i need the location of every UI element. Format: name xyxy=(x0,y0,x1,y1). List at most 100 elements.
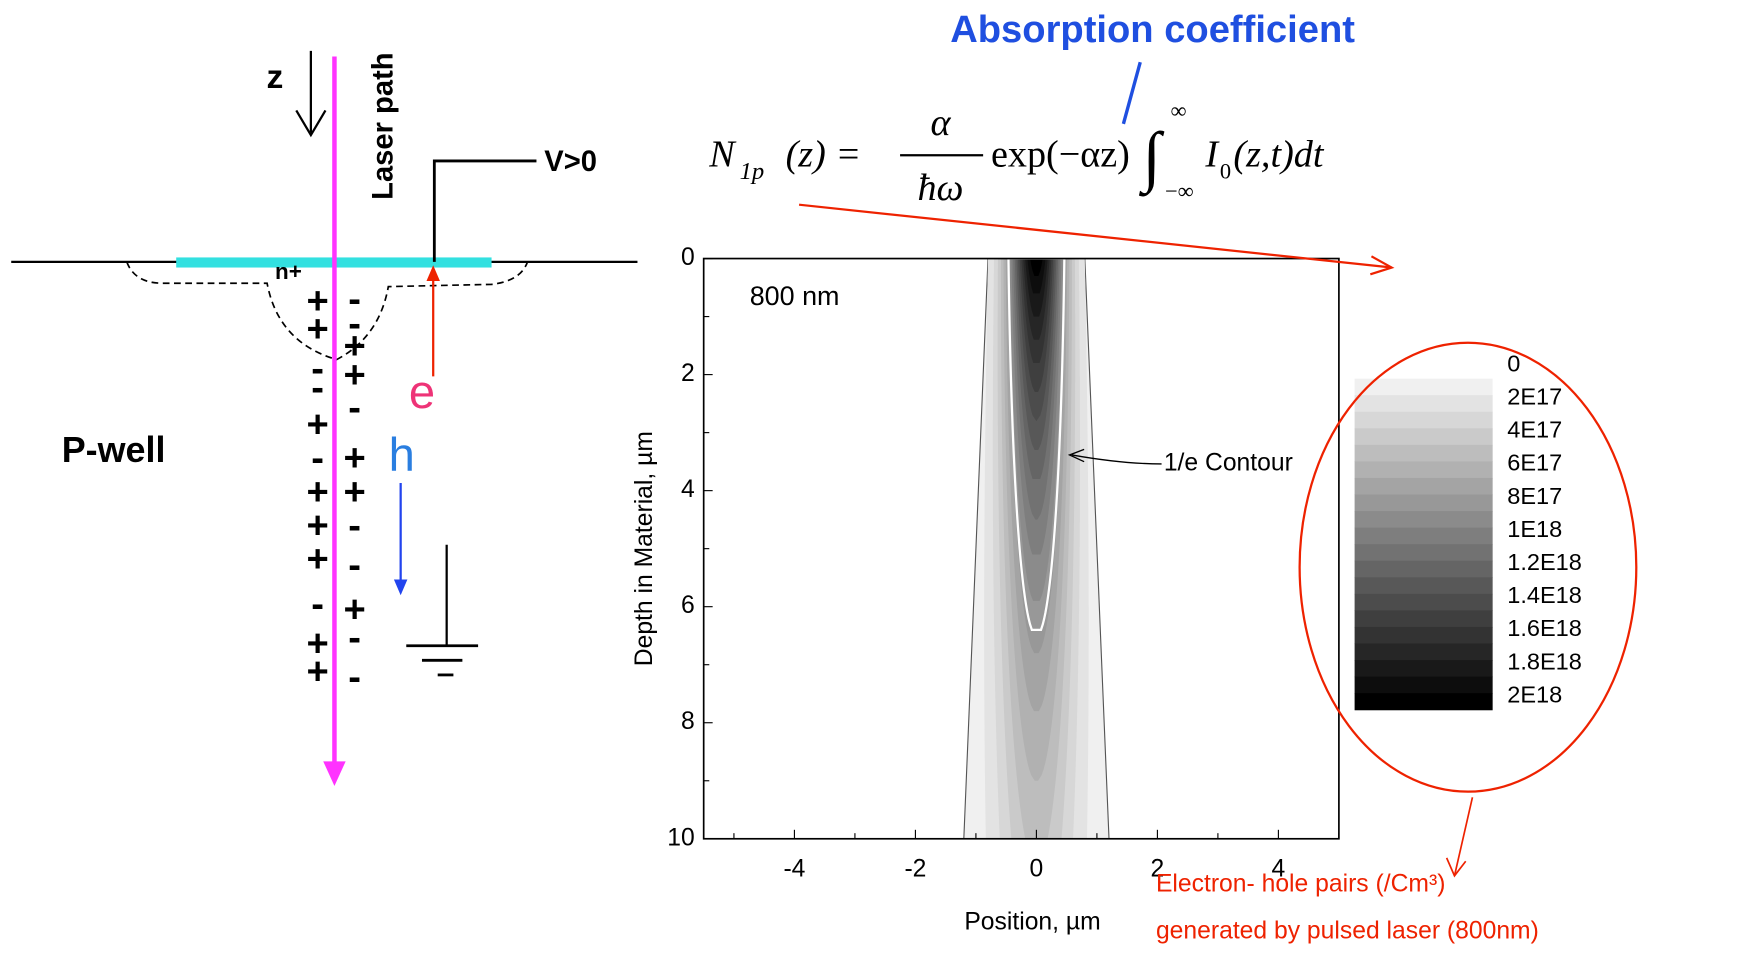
eq-denominator: ħω xyxy=(917,167,963,209)
electron-arrow-head xyxy=(426,265,440,281)
annotation: 800 nm xyxy=(750,281,840,311)
colorbar-band xyxy=(1354,626,1493,645)
x-tick-label: -4 xyxy=(783,856,805,883)
highlight-ellipse xyxy=(1298,341,1638,793)
y-tick-label: 0 xyxy=(681,244,695,271)
colorbar-band xyxy=(1354,693,1493,711)
eq-exp: exp(−αz) xyxy=(991,133,1130,175)
colorbar-band xyxy=(1354,676,1493,694)
title-pointer xyxy=(1121,61,1142,125)
equation-title: Absorption coefficient xyxy=(950,8,1355,51)
contour-line xyxy=(1007,257,1066,632)
eq-lower: −∞ xyxy=(1165,179,1194,204)
colorbar-label: 2E18 xyxy=(1507,681,1562,707)
colorbar-band xyxy=(1354,660,1493,678)
colorbar-label: 8E17 xyxy=(1507,483,1562,509)
charge: + xyxy=(306,403,328,446)
charge: - xyxy=(348,616,361,659)
contact-wire xyxy=(432,159,537,262)
caption-line: Electron- hole pairs (/Cm³) xyxy=(1156,870,1445,897)
charge: + xyxy=(306,650,328,693)
colorbar-label: 2E17 xyxy=(1507,383,1562,409)
charge: + xyxy=(306,470,328,513)
electron-label: e xyxy=(409,365,435,418)
charge: - xyxy=(348,504,361,547)
charge: - xyxy=(348,386,361,429)
eq-arg: (z) = xyxy=(786,133,862,175)
charge: - xyxy=(348,302,361,345)
pointer-head xyxy=(1369,255,1395,276)
hole-arrow-head xyxy=(393,579,408,596)
colorbar-band xyxy=(1354,544,1493,562)
colorbar-label: 1.6E18 xyxy=(1507,615,1582,641)
colorbar-band xyxy=(1354,560,1493,578)
charge: + xyxy=(306,538,328,581)
charge: + xyxy=(344,470,366,513)
pointer xyxy=(798,203,1392,269)
colorbar-band xyxy=(1354,428,1493,446)
eq-sub: 1p xyxy=(740,158,765,185)
charge: + xyxy=(344,588,366,631)
voltage-label: V>0 xyxy=(544,146,597,178)
colorbar-label: 1.4E18 xyxy=(1507,582,1582,608)
colorbar-band xyxy=(1354,494,1493,512)
colorbar-band xyxy=(1354,395,1493,413)
charge: + xyxy=(306,308,328,351)
eq-integrand: I xyxy=(1204,133,1220,175)
charge: + xyxy=(306,504,328,547)
caption-pointer xyxy=(1453,797,1474,877)
laser-arrow xyxy=(323,761,346,787)
charge: - xyxy=(311,583,324,626)
laser-label: Laser path xyxy=(368,52,400,199)
colorbar-band xyxy=(1354,577,1493,595)
caption-line: generated by pulsed laser (800nm) xyxy=(1156,917,1539,944)
charge: - xyxy=(348,543,361,586)
charge: - xyxy=(311,347,324,390)
eq-lhs: N xyxy=(708,133,737,175)
x-tick-label: 4 xyxy=(1272,856,1286,883)
colorbar-band xyxy=(1354,610,1493,628)
colorbar-band xyxy=(1354,411,1493,429)
colorbar-label: 4E17 xyxy=(1507,417,1562,443)
colorbar-band xyxy=(1354,593,1493,611)
colorbar-band xyxy=(1354,378,1493,396)
colorbar-label: 1.8E18 xyxy=(1507,648,1582,674)
colorbar-band xyxy=(1354,444,1493,462)
colorbar-band xyxy=(1354,477,1493,496)
y-tick-label: 8 xyxy=(681,708,695,735)
y-tick-label: 4 xyxy=(681,476,695,503)
colorbar-band xyxy=(1354,527,1493,545)
eq-upper: ∞ xyxy=(1171,98,1187,123)
charges: ++--+-+++-++--++-++--+-- xyxy=(306,277,365,698)
charge: + xyxy=(344,354,366,397)
charge: + xyxy=(344,324,366,367)
contour-label: 1/e Contour xyxy=(1164,449,1293,476)
p-well-label: P-well xyxy=(62,429,166,470)
charge: + xyxy=(306,622,328,665)
colorbar-band xyxy=(1354,511,1493,529)
colorbar-band xyxy=(1354,643,1493,661)
eq-integrand-sub: 0 xyxy=(1220,158,1231,183)
colorbar-label: 0 xyxy=(1507,350,1520,376)
colorbar-label: 1E18 xyxy=(1507,516,1562,542)
colorbar-label: 1.2E18 xyxy=(1507,549,1582,575)
x-axis-label: Position, µm xyxy=(964,908,1100,935)
contour-plot: 0 2 4 6 8 10 -4 -2 0 2 4 Position, µm Depth in Mater… xyxy=(631,244,1582,935)
y-tick-label: 6 xyxy=(681,592,695,619)
charge: - xyxy=(311,366,324,409)
colorbar-label: 6E17 xyxy=(1507,450,1562,476)
y-tick-label: 10 xyxy=(667,824,694,851)
z-label: z xyxy=(267,59,284,96)
x-tick-label: -2 xyxy=(904,856,926,883)
charge: - xyxy=(311,437,324,480)
charge: + xyxy=(344,437,366,480)
charge: - xyxy=(348,277,361,320)
y-tick-label: 2 xyxy=(681,360,695,387)
charge: - xyxy=(348,655,361,698)
eq-numerator: α xyxy=(930,102,951,144)
z-arrow-head xyxy=(295,109,327,138)
contour-pointer xyxy=(1071,454,1162,465)
hole-label: h xyxy=(389,428,415,481)
colorbar-band xyxy=(1354,461,1493,479)
